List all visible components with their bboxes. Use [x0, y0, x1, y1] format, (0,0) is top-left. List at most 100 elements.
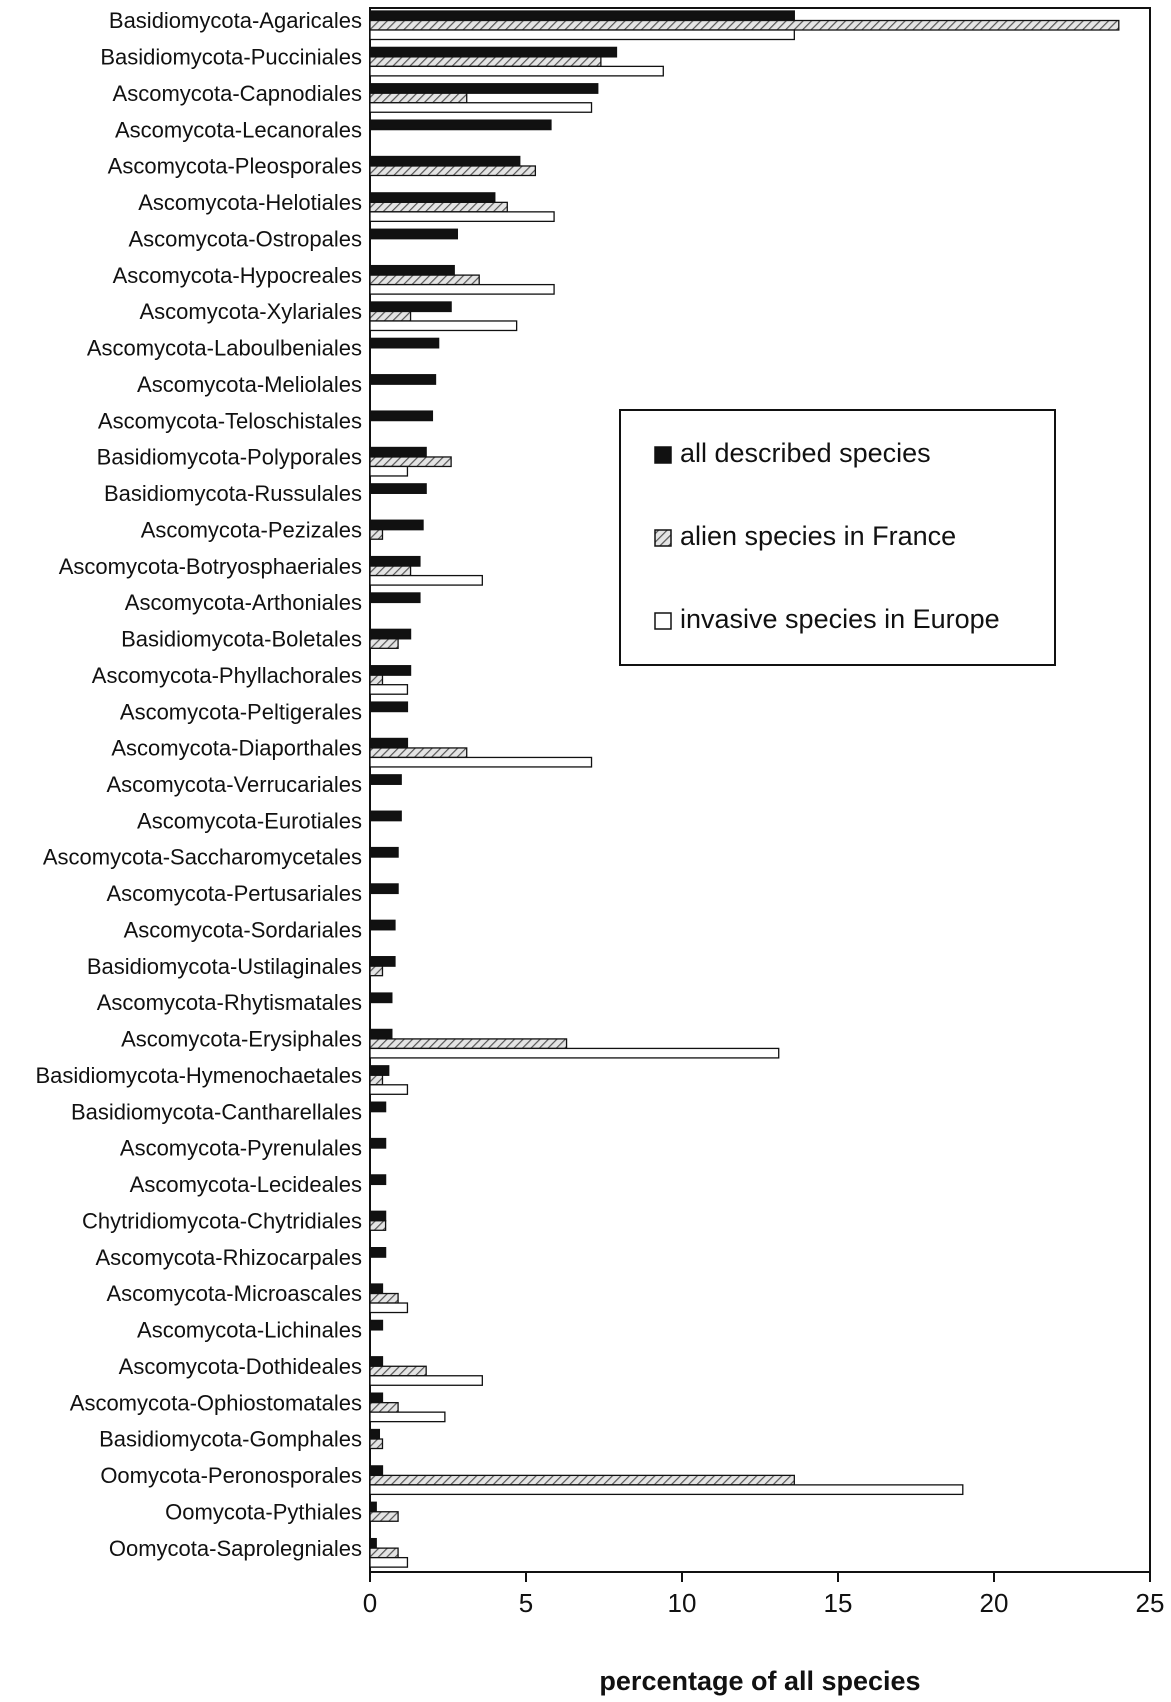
bar-open: [369, 102, 593, 113]
legend-label: all described species: [680, 438, 931, 468]
plot-frame: [369, 7, 1151, 1573]
bar-open: [369, 756, 593, 768]
bar-hatched: [369, 529, 384, 540]
bar-solid: [369, 155, 521, 167]
category-label: Ascomycota-Verrucariales: [106, 772, 362, 797]
category-label: Ascomycota-Pertusariales: [106, 881, 362, 906]
bar-solid: [369, 919, 396, 931]
bar-hatched: [369, 274, 480, 286]
bar-solid: [369, 1319, 384, 1331]
bar-solid: [369, 1465, 384, 1477]
category-label: Basidiomycota-Polyporales: [97, 445, 362, 470]
category-label: Oomycota-Saprolegniales: [109, 1536, 362, 1561]
bar-hatched: [369, 1220, 387, 1231]
x-tick-label: 25: [1136, 1588, 1165, 1618]
bar-solid: [369, 264, 455, 276]
bar-solid: [369, 1174, 387, 1186]
bar-solid: [369, 46, 618, 58]
bar-solid: [369, 1537, 377, 1549]
bar-hatched: [369, 1547, 399, 1559]
category-label: Chytridiomycota-Chytridiales: [82, 1208, 362, 1233]
category-label: Basidiomycota-Agaricales: [109, 8, 362, 33]
bar-solid: [369, 1210, 387, 1222]
category-label: Ascomycota-Rhizocarpales: [95, 1245, 362, 1270]
category-label: Ascomycota-Pezizales: [141, 517, 362, 542]
legend-label: invasive species in Europe: [680, 604, 1000, 634]
bar-solid: [369, 846, 399, 858]
bar-hatched: [369, 565, 412, 577]
bar-solid: [369, 301, 452, 313]
x-axis-title: percentage of all species: [599, 1666, 920, 1696]
category-label: Basidiomycota-Cantharellales: [71, 1099, 362, 1124]
x-tick-label: 15: [824, 1588, 853, 1618]
legend-box: [619, 409, 1056, 666]
bar-hatched: [369, 674, 384, 686]
category-label: Ascomycota-Ostropales: [128, 226, 362, 251]
category-label: Ascomycota-Eurotiales: [137, 808, 362, 833]
bar-open: [369, 1411, 446, 1423]
bar-hatched: [369, 456, 452, 468]
bar-solid: [369, 992, 393, 1004]
bar-open: [369, 1484, 964, 1496]
legend-label: alien species in France: [680, 521, 956, 551]
category-label: Ascomycota-Ophiostomatales: [70, 1390, 362, 1415]
category-label: Ascomycota-Lichinales: [137, 1318, 362, 1343]
bar-open: [369, 1302, 409, 1314]
category-label: Basidiomycota-Boletales: [121, 627, 362, 652]
category-label: Ascomycota-Helotiales: [138, 190, 362, 215]
category-label: Ascomycota-Xylariales: [139, 299, 362, 324]
category-label: Ascomycota-Rhytismatales: [97, 990, 362, 1015]
bar-solid: [369, 956, 396, 967]
bar-hatched: [369, 1292, 399, 1304]
bar-solid: [369, 1065, 390, 1076]
bar-hatched: [369, 1401, 399, 1413]
legend-swatch: [654, 612, 672, 630]
bar-open: [369, 1084, 409, 1095]
bar-solid: [369, 10, 795, 22]
category-label: Ascomycota-Phyllachorales: [92, 663, 362, 688]
bar-solid: [369, 83, 599, 94]
bar-hatched: [369, 165, 537, 177]
category-label: Ascomycota-Sordariales: [124, 917, 362, 942]
bar-solid: [369, 337, 440, 349]
bar-hatched: [369, 92, 468, 104]
bar-open: [369, 283, 555, 295]
category-label: Oomycota-Pythiales: [165, 1499, 362, 1524]
bar-hatched: [369, 638, 399, 649]
category-label: Ascomycota-Pleosporales: [108, 154, 362, 179]
category-label: Ascomycota-Botryosphaeriales: [59, 554, 362, 579]
bar-hatched: [369, 310, 412, 322]
category-label: Ascomycota-Diaporthales: [111, 736, 362, 761]
bar-solid: [369, 1247, 387, 1258]
bar-open: [369, 211, 555, 223]
bar-solid: [369, 555, 421, 567]
bar-solid: [369, 446, 427, 458]
bar-solid: [369, 192, 496, 204]
bar-solid: [369, 1501, 377, 1513]
bar-hatched: [369, 1074, 384, 1086]
bar-solid: [369, 883, 399, 895]
category-label: Oomycota-Peronosporales: [100, 1463, 362, 1488]
x-tick-label: 20: [980, 1588, 1009, 1618]
bar-open: [369, 1047, 780, 1059]
bar-solid: [369, 374, 437, 385]
category-label: Ascomycota-Hypocreales: [113, 263, 362, 288]
bar-hatched: [369, 1511, 399, 1522]
category-label: Ascomycota-Teloschistales: [98, 408, 362, 433]
legend: all described species alien species in Fr…: [619, 409, 1056, 666]
bar-open: [369, 574, 483, 586]
bar-solid: [369, 228, 459, 240]
bar-solid: [369, 665, 412, 676]
bar-solid: [369, 119, 552, 131]
bar-hatched: [369, 1474, 795, 1486]
bar-hatched: [369, 747, 468, 759]
category-label: Ascomycota-Peltigerales: [120, 699, 362, 724]
bar-solid: [369, 483, 427, 494]
bar-open: [369, 29, 795, 41]
bar-solid: [369, 810, 402, 822]
category-label: Ascomycota-Saccharomycetales: [43, 845, 362, 870]
bar-solid: [369, 519, 424, 531]
bar-hatched: [369, 1038, 568, 1050]
